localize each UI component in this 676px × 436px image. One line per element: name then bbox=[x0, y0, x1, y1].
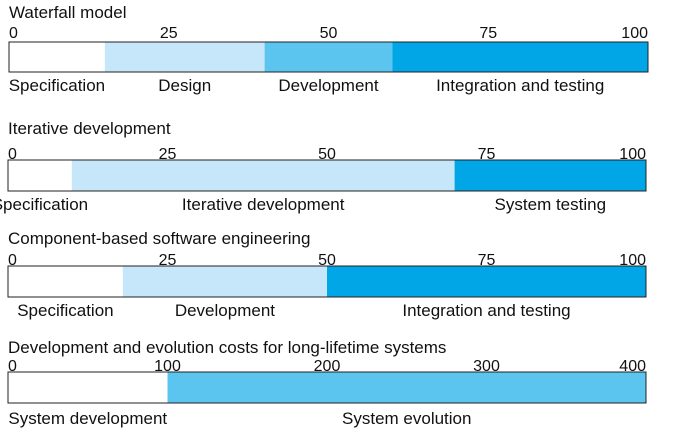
chart-title: Waterfall model bbox=[9, 3, 126, 22]
tick-label: 100 bbox=[154, 358, 181, 375]
tick-label: 100 bbox=[619, 252, 646, 269]
tick-label: 200 bbox=[314, 358, 341, 375]
tick-label: 50 bbox=[318, 146, 336, 163]
bar-segment bbox=[8, 266, 123, 297]
tick-label: 0 bbox=[8, 146, 17, 163]
segment-label: Specification bbox=[0, 195, 88, 214]
segment-label: Development bbox=[278, 76, 378, 95]
tick-label: 50 bbox=[318, 252, 336, 269]
segment-label: Specification bbox=[17, 301, 113, 320]
tick-label: 25 bbox=[160, 25, 178, 42]
tick-label: 300 bbox=[473, 358, 500, 375]
tick-label: 75 bbox=[478, 252, 496, 269]
tick-label: 25 bbox=[159, 146, 177, 163]
segment-label: System evolution bbox=[342, 409, 471, 428]
bar-segment bbox=[454, 160, 646, 191]
bar-segment bbox=[264, 42, 393, 72]
bar-segment bbox=[8, 160, 72, 191]
segment-label: System development bbox=[8, 409, 167, 428]
chart-title: Development and evolution costs for long… bbox=[8, 338, 446, 357]
bar-outline bbox=[7, 265, 647, 298]
tick-label: 400 bbox=[619, 358, 646, 375]
tick-label: 75 bbox=[479, 25, 497, 42]
segment-label: Iterative development bbox=[182, 195, 345, 214]
tick-label: 100 bbox=[619, 146, 646, 163]
chart-title: Iterative development bbox=[8, 119, 171, 138]
bar-segment bbox=[71, 160, 455, 191]
tick-label: 50 bbox=[320, 25, 338, 42]
segment-label: Development bbox=[175, 301, 275, 320]
tick-label: 0 bbox=[9, 25, 18, 42]
bar-segment bbox=[167, 372, 646, 403]
segment-label: Integration and testing bbox=[402, 301, 570, 320]
bar-segment bbox=[8, 372, 168, 403]
tick-label: 100 bbox=[621, 25, 648, 42]
segment-label: System testing bbox=[495, 195, 607, 214]
chart-title: Component-based software engineering bbox=[8, 229, 310, 248]
tick-label: 75 bbox=[478, 146, 496, 163]
tick-label: 0 bbox=[8, 252, 17, 269]
bar-segment bbox=[327, 266, 646, 297]
segment-label: Design bbox=[158, 76, 211, 95]
segment-label: Integration and testing bbox=[436, 76, 604, 95]
bar-segment bbox=[122, 266, 327, 297]
bar-outline bbox=[8, 41, 649, 73]
tick-label: 0 bbox=[8, 358, 17, 375]
bar-segment bbox=[9, 42, 105, 72]
bar-outline bbox=[7, 159, 647, 192]
segment-label: Specification bbox=[9, 76, 105, 95]
bar-segment bbox=[104, 42, 265, 72]
bar-outline bbox=[7, 371, 647, 404]
bar-segment bbox=[392, 42, 648, 72]
tick-label: 25 bbox=[159, 252, 177, 269]
